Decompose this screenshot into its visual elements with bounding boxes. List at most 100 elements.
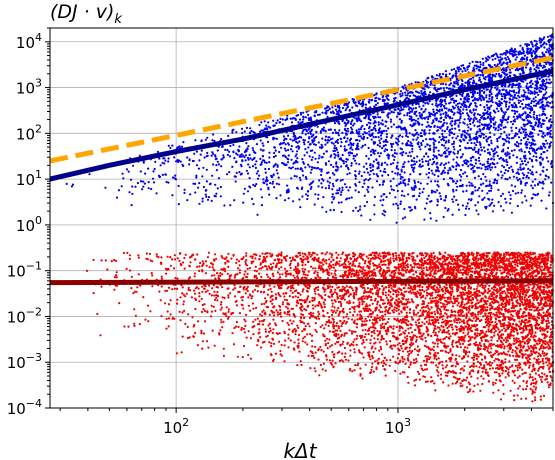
scatter-point [152, 170, 155, 173]
scatter-point [321, 156, 324, 159]
scatter-point [335, 324, 338, 327]
scatter-point [471, 192, 474, 195]
scatter-point [476, 91, 479, 95]
scatter-point [400, 128, 403, 131]
scatter-point [340, 158, 343, 161]
scatter-point [356, 146, 359, 149]
scatter-point [326, 141, 329, 144]
scatter-point [263, 128, 266, 131]
scatter-point [308, 117, 311, 121]
scatter-point [253, 156, 256, 159]
scatter-point [212, 163, 215, 166]
scatter-point [475, 117, 478, 120]
scatter-point [485, 140, 488, 143]
scatter-point [510, 149, 513, 152]
scatter-point [502, 88, 505, 91]
scatter-point [400, 148, 404, 151]
scatter-point [282, 135, 285, 138]
scatter-point [173, 177, 176, 180]
scatter-point [474, 158, 477, 161]
scatter-point [299, 113, 303, 116]
scatter-point [241, 160, 244, 163]
scatter-point [313, 111, 316, 114]
scatter-point [531, 82, 534, 85]
scatter-point [357, 135, 360, 138]
scatter-point [256, 170, 260, 173]
scatter-point [445, 149, 448, 152]
scatter-point [541, 51, 544, 54]
chart-title: (DJ · v)k [50, 1, 122, 27]
scatter-point [313, 203, 316, 206]
scatter-point [260, 121, 263, 124]
scatter-point [535, 91, 539, 94]
scatter-point [381, 204, 384, 207]
scatter-point [454, 70, 458, 73]
scatter-point [354, 174, 357, 177]
scatter-point [513, 102, 516, 105]
scatter-point [382, 145, 385, 148]
scatter-point [178, 145, 181, 148]
scatter-point [318, 154, 321, 157]
scatter-point [523, 342, 527, 345]
scatter-point [493, 334, 496, 337]
scatter-point [403, 161, 406, 164]
scatter-point [503, 159, 506, 162]
scatter-point [549, 114, 553, 117]
scatter-point [320, 143, 323, 146]
scatter-point [449, 122, 452, 125]
scatter-point [440, 172, 443, 176]
scatter-point [321, 368, 324, 371]
scatter-point [522, 123, 525, 126]
scatter-point [504, 97, 507, 100]
scatter-point [466, 141, 469, 145]
scatter-point [439, 120, 442, 123]
scatter-point [466, 114, 470, 117]
scatter-point [308, 183, 311, 186]
scatter-point [401, 94, 404, 97]
scatter-point [318, 113, 321, 116]
scatter-point [490, 86, 493, 89]
scatter-point [253, 274, 256, 278]
scatter-point [404, 91, 407, 94]
scatter-point [390, 136, 393, 139]
scatter-point [530, 79, 533, 82]
scatter-point [495, 182, 499, 185]
scatter-point [465, 147, 468, 150]
scatter-point [536, 48, 539, 51]
scatter-point [314, 305, 317, 308]
scatter-point [478, 159, 481, 162]
scatter-point [522, 98, 525, 101]
scatter-point [444, 196, 447, 199]
scatter-point [516, 369, 519, 372]
scatter-point [369, 118, 372, 122]
scatter-point [345, 160, 348, 163]
scatter-point [460, 175, 463, 178]
scatter-point [511, 105, 514, 109]
scatter-point [326, 171, 329, 175]
scatter-point [502, 111, 505, 114]
scatter-point [504, 101, 507, 104]
scatter-point [318, 168, 321, 171]
scatter-point [385, 129, 388, 132]
scatter-point [205, 168, 208, 171]
scatter-point [293, 161, 296, 164]
scatter-point [549, 124, 553, 127]
scatter-point [525, 140, 528, 143]
scatter-point [128, 191, 131, 194]
scatter-point [498, 62, 501, 65]
scatter-point [363, 204, 366, 208]
scatter-point [528, 157, 531, 160]
scatter-point [254, 151, 257, 154]
scatter-point [489, 100, 492, 103]
scatter-point [391, 134, 394, 137]
scatter-point [496, 103, 499, 106]
scatter-point [401, 85, 404, 88]
scatter-point [320, 182, 323, 185]
scatter-point [205, 340, 209, 343]
scatter-point [524, 133, 527, 136]
scatter-point [482, 146, 486, 149]
scatter-point [347, 121, 350, 124]
scatter-point [469, 122, 472, 126]
scatter-point [348, 172, 351, 175]
scatter-point [489, 117, 492, 120]
